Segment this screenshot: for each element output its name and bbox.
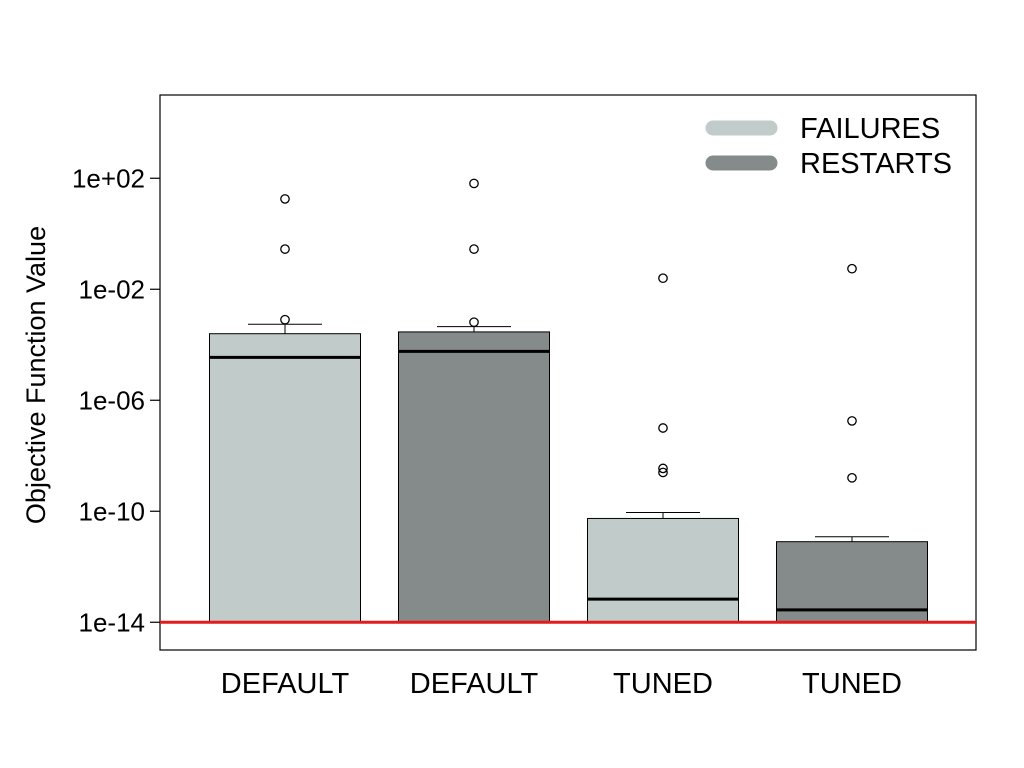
outlier-point (469, 178, 479, 189)
legend-label: FAILURES (800, 113, 940, 145)
legend-entry: FAILURES (705, 113, 940, 145)
outlier-point (658, 423, 668, 433)
legend-entry: RESTARTS (705, 148, 952, 180)
category-label: TUNED (613, 668, 713, 700)
outlier-point (658, 467, 668, 478)
y-tick-label: 1e-02 (79, 274, 146, 304)
outlier-point (847, 416, 857, 426)
outlier-point (847, 472, 857, 483)
bar-group (776, 263, 928, 623)
outlier-point (658, 273, 668, 284)
outlier-point (469, 317, 479, 328)
plot-frame (159, 94, 977, 651)
outlier-point (469, 244, 479, 254)
outlier-point (280, 314, 290, 325)
y-axis: 1e+02 1e-02 1e-06 1e-10 1e-14 (72, 163, 160, 637)
y-tick-label: 1e+02 (72, 163, 145, 193)
category-label: DEFAULT (221, 668, 350, 700)
outlier-point (280, 244, 290, 254)
category-label: TUNED (802, 668, 902, 700)
y-tick-label: 1e-06 (79, 385, 146, 415)
bar-group (209, 194, 361, 623)
outlier-point (658, 463, 668, 474)
outlier-point (280, 194, 290, 204)
bar-group (587, 273, 739, 623)
y-axis-title: Objective Function Value (21, 226, 51, 524)
bar-group (398, 178, 550, 623)
bars-layer (160, 178, 976, 624)
bar (587, 517, 739, 623)
bar (398, 331, 550, 623)
bar (209, 333, 361, 623)
legend-label: RESTARTS (800, 148, 952, 180)
category-label: DEFAULT (410, 668, 539, 700)
y-tick-label: 1e-10 (79, 496, 146, 526)
outlier-point (847, 263, 857, 274)
y-tick-label: 1e-14 (79, 607, 146, 637)
x-axis: DEFAULT DEFAULT TUNED TUNED (221, 668, 902, 700)
